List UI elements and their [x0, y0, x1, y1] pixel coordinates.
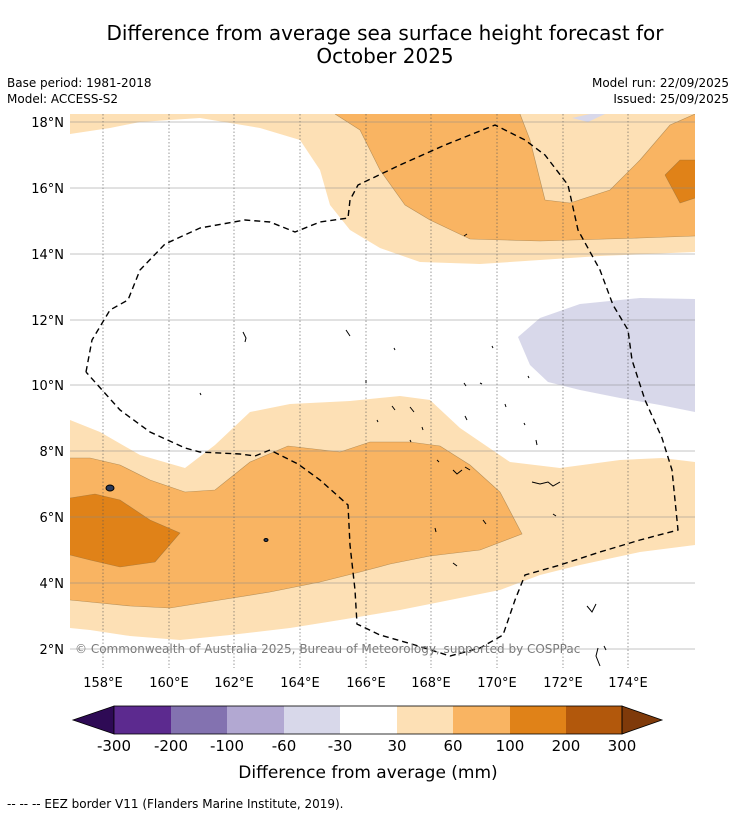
- eez-legend: -- -- -- EEZ border V11 (Flanders Marine…: [7, 797, 344, 811]
- lon-label: 162°E: [214, 676, 254, 691]
- lon-labels: 158°E 160°E 162°E 164°E 166°E 168°E 170°…: [83, 676, 648, 691]
- lat-label: 16°N: [31, 182, 64, 197]
- map-title: Difference from average sea surface heig…: [60, 22, 710, 68]
- lat-label: 2°N: [40, 643, 65, 658]
- lon-label: 160°E: [149, 676, 189, 691]
- colorbar-tick: 200: [552, 737, 581, 755]
- colorbar-tick: 300: [608, 737, 637, 755]
- colorbar: [71, 705, 664, 735]
- lon-label: 172°E: [543, 676, 583, 691]
- lat-label: 6°N: [40, 511, 65, 526]
- colorbar-tick: -30: [328, 737, 353, 755]
- lat-label: 12°N: [31, 314, 64, 329]
- colorbar-swatch: [227, 706, 284, 734]
- colorbar-swatch: [397, 706, 453, 734]
- contour-south-dark: [70, 494, 180, 567]
- lon-label: 164°E: [280, 676, 320, 691]
- contour-south-mid: [70, 442, 522, 608]
- contour-north-lavender: [572, 114, 605, 122]
- colorbar-tick: 30: [387, 737, 406, 755]
- map-plot-area: © Commonwealth of Australia 2025, Bureau…: [70, 114, 695, 668]
- lat-label: 4°N: [40, 577, 65, 592]
- colorbar-extend-high: [621, 705, 664, 735]
- colorbar-ticks: -300 -200 -100 -60 -30 30 60 100 200 300: [97, 737, 636, 755]
- model-run: Model run: 22/09/2025: [591, 76, 729, 90]
- eez-border: [85, 124, 679, 657]
- colorbar-swatch: [171, 706, 227, 734]
- model-name: Model: ACCESS-S2: [7, 92, 119, 106]
- lon-label: 174°E: [608, 676, 648, 691]
- colorbar-tick: -200: [154, 737, 188, 755]
- contour-negative-lavender: [518, 298, 695, 412]
- lat-label: 14°N: [31, 248, 64, 263]
- gridlines: [102, 114, 629, 668]
- colorbar-tick: -60: [272, 737, 297, 755]
- lon-label: 166°E: [346, 676, 386, 691]
- colorbar-swatch: [340, 706, 397, 734]
- issued-date: Issued: 25/09/2025: [613, 92, 729, 106]
- lat-label: 10°N: [31, 379, 64, 394]
- colorbar-swatch: [114, 706, 171, 734]
- colorbar-tick: -300: [97, 737, 131, 755]
- lon-label: 168°E: [411, 676, 451, 691]
- meta-left: Base period: 1981-2018 Model: ACCESS-S2: [7, 75, 152, 107]
- contour-north-mid: [335, 114, 695, 241]
- colorbar-tick: 60: [443, 737, 462, 755]
- colorbar-extend-low: [71, 705, 115, 735]
- lat-label: 8°N: [40, 445, 65, 460]
- lon-label: 170°E: [477, 676, 517, 691]
- copyright-text: © Commonwealth of Australia 2025, Bureau…: [75, 642, 580, 656]
- colorbar-frame: [113, 705, 623, 735]
- lon-label: 158°E: [83, 676, 123, 691]
- colorbar-tick: 100: [496, 737, 525, 755]
- lat-labels: 18°N 16°N 14°N 12°N 10°N 8°N 6°N 4°N 2°N: [31, 116, 64, 658]
- meta-right: Model run: 22/09/2025 Issued: 25/09/2025: [592, 75, 729, 107]
- colorbar-swatch: [566, 706, 622, 734]
- colorbar-swatch: [510, 706, 566, 734]
- colorbar-swatch: [284, 706, 340, 734]
- colorbar-tick: -100: [210, 737, 244, 755]
- contour-north-west: [70, 114, 160, 132]
- title-line-2: October 2025: [316, 44, 454, 68]
- colorbar-swatch: [453, 706, 510, 734]
- contour-north-dark: [665, 160, 695, 203]
- lat-label: 18°N: [31, 116, 64, 131]
- islands: [105, 233, 607, 667]
- base-period: Base period: 1981-2018: [7, 76, 152, 90]
- colorbar-label: Difference from average (mm): [238, 763, 498, 783]
- contour-lines: [70, 114, 695, 609]
- title-line-1: Difference from average sea surface heig…: [106, 21, 664, 45]
